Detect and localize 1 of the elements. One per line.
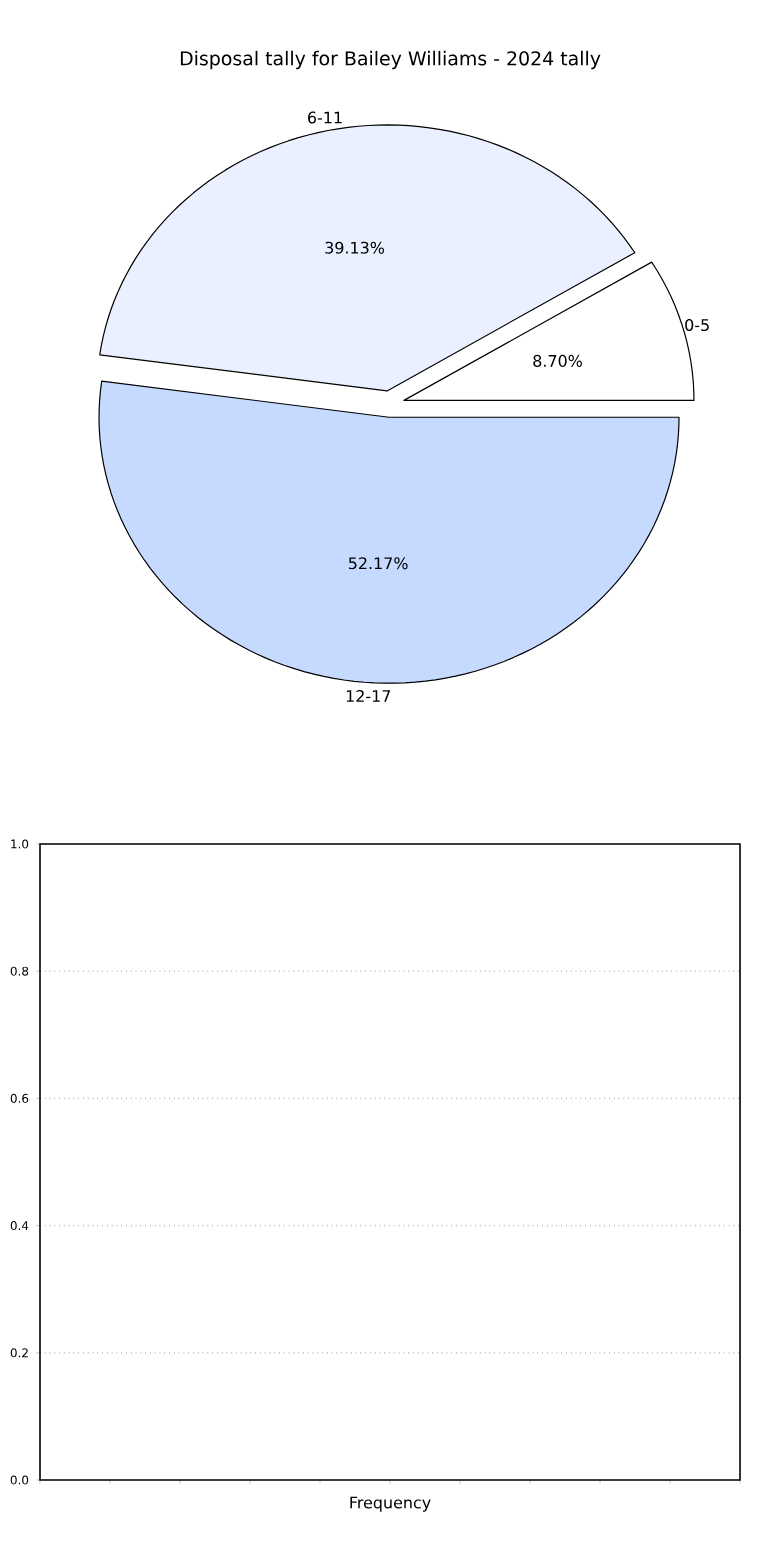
chart-title: Disposal tally for Bailey Williams - 2024 tally (180, 50, 601, 70)
